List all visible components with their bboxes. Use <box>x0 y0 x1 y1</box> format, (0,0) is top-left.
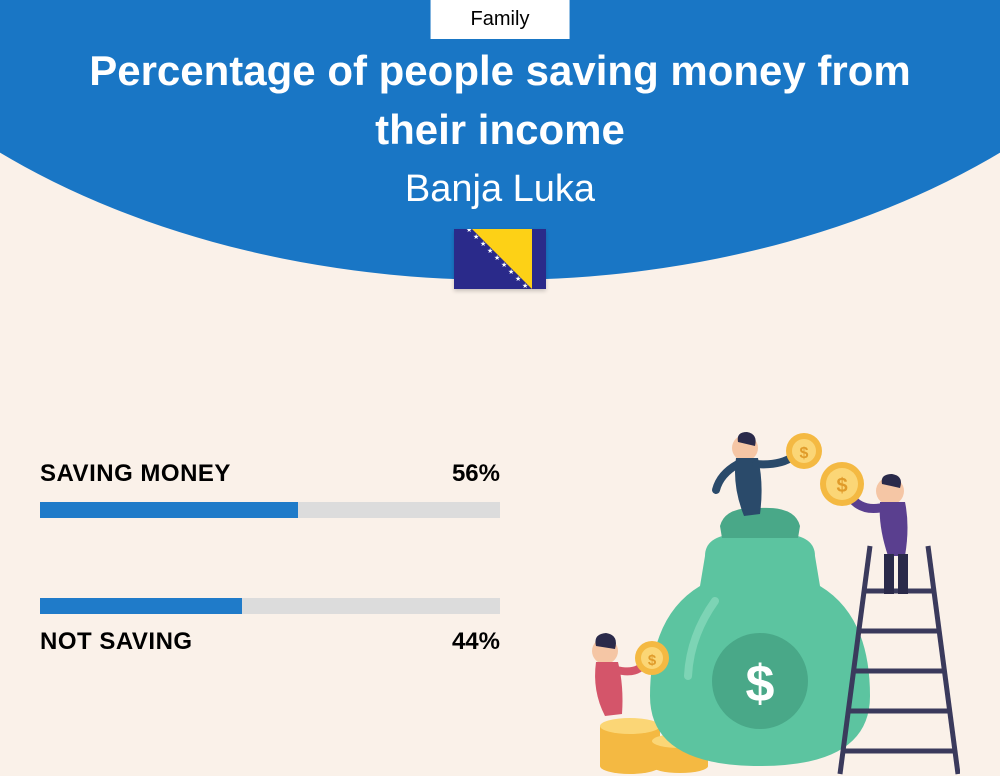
bar-fill <box>40 502 298 518</box>
bar-label: NOT SAVING <box>40 628 193 656</box>
bar-group-not-saving: NOT SAVING 44% <box>40 598 500 656</box>
bar-track <box>40 502 500 518</box>
flag-stars: ★ ★ ★ ★ ★ ★ ★ ★ ★ <box>454 229 546 289</box>
svg-text:$: $ <box>648 652 657 669</box>
bar-group-saving: SAVING MONEY 56% <box>40 460 500 518</box>
savings-illustration: $ $ $ $ <box>560 426 960 776</box>
money-bag-icon: $ <box>650 508 870 766</box>
svg-text:$: $ <box>836 475 847 497</box>
bar-value: 56% <box>452 460 500 488</box>
svg-text:$: $ <box>746 655 775 713</box>
header-content: Percentage of people saving money from t… <box>0 42 1000 294</box>
category-badge: Family <box>431 0 570 39</box>
bars-container: SAVING MONEY 56% NOT SAVING 44% <box>40 460 500 736</box>
page-title: Percentage of people saving money from t… <box>0 42 1000 160</box>
person-top-icon: $ <box>716 432 822 516</box>
bar-value: 44% <box>452 628 500 656</box>
bar-label: SAVING MONEY <box>40 460 231 488</box>
svg-text:$: $ <box>800 445 809 462</box>
flag-bosnia: ★ ★ ★ ★ ★ ★ ★ ★ ★ <box>454 229 546 289</box>
bar-track <box>40 598 500 614</box>
bar-fill <box>40 598 242 614</box>
location-subtitle: Banja Luka <box>0 168 1000 211</box>
